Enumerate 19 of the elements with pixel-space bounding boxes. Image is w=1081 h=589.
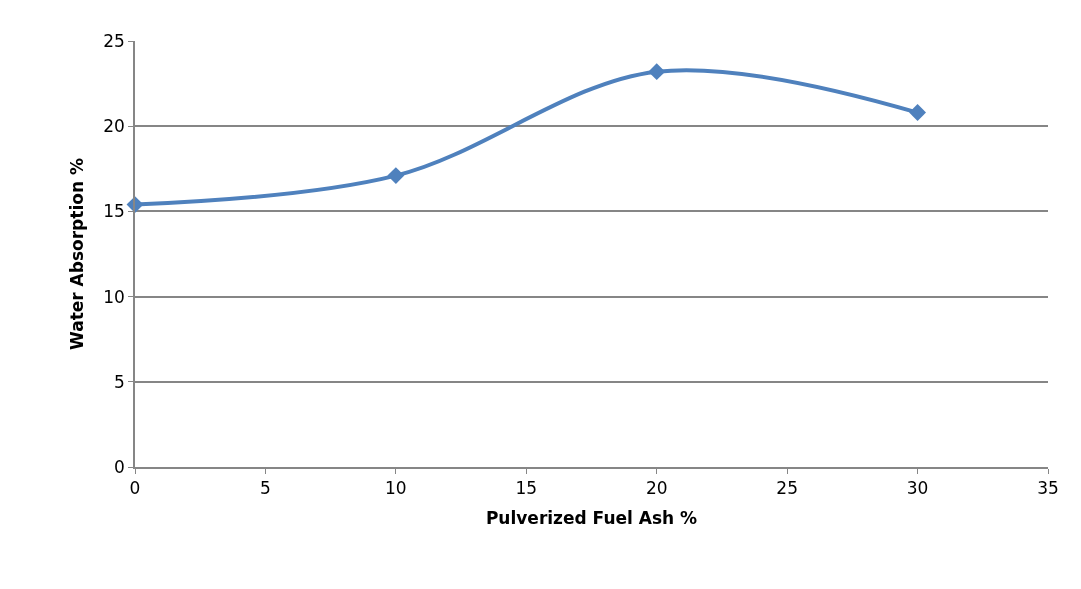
y-tick-label: 5 xyxy=(114,371,125,392)
x-tick-label: 25 xyxy=(776,478,798,499)
x-tick-label: 5 xyxy=(260,478,271,499)
x-tick-label: 0 xyxy=(129,478,141,499)
point xyxy=(387,167,405,185)
x-tick-label: 30 xyxy=(906,478,929,499)
x-tick-label: 10 xyxy=(385,478,407,499)
x-tick-label: 35 xyxy=(1037,478,1059,499)
x-tick-label: 20 xyxy=(645,478,668,499)
y-tick-label: 20 xyxy=(103,116,125,137)
point xyxy=(648,63,666,81)
x-axis-title: Pulverized Fuel Ash % xyxy=(485,508,698,529)
y-tick-label: 15 xyxy=(103,201,125,222)
y-axis-title: Water Absorption % xyxy=(67,158,88,350)
y-tick-label: 25 xyxy=(103,30,125,51)
y-tick-label: 10 xyxy=(103,286,125,307)
point xyxy=(909,104,927,122)
y-tick-label: 0 xyxy=(114,456,125,477)
x-tick-label: 15 xyxy=(515,478,538,499)
